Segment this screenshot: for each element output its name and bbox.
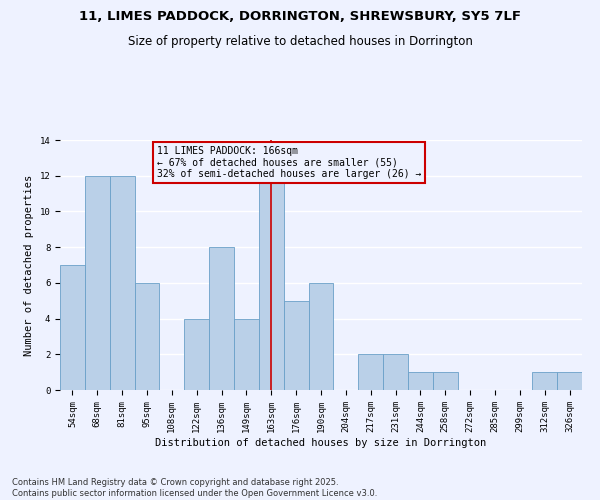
Bar [259,176,284,390]
Y-axis label: Number of detached properties: Number of detached properties [24,174,34,356]
Bar [209,247,234,390]
Bar [383,354,408,390]
Text: 11, LIMES PADDOCK, DORRINGTON, SHREWSBURY, SY5 7LF: 11, LIMES PADDOCK, DORRINGTON, SHREWSBUR… [79,10,521,23]
X-axis label: Distribution of detached houses by size in Dorrington: Distribution of detached houses by size … [155,438,487,448]
Bar [408,372,433,390]
Bar [358,354,383,390]
Bar [134,283,160,390]
Bar [234,318,259,390]
Bar [184,318,209,390]
Bar [308,283,334,390]
Text: Size of property relative to detached houses in Dorrington: Size of property relative to detached ho… [128,35,472,48]
Bar [110,176,134,390]
Bar [433,372,458,390]
Bar [557,372,582,390]
Text: Contains HM Land Registry data © Crown copyright and database right 2025.
Contai: Contains HM Land Registry data © Crown c… [12,478,377,498]
Bar [85,176,110,390]
Bar [60,265,85,390]
Bar [532,372,557,390]
Text: 11 LIMES PADDOCK: 166sqm
← 67% of detached houses are smaller (55)
32% of semi-d: 11 LIMES PADDOCK: 166sqm ← 67% of detach… [157,146,421,180]
Bar [284,300,308,390]
